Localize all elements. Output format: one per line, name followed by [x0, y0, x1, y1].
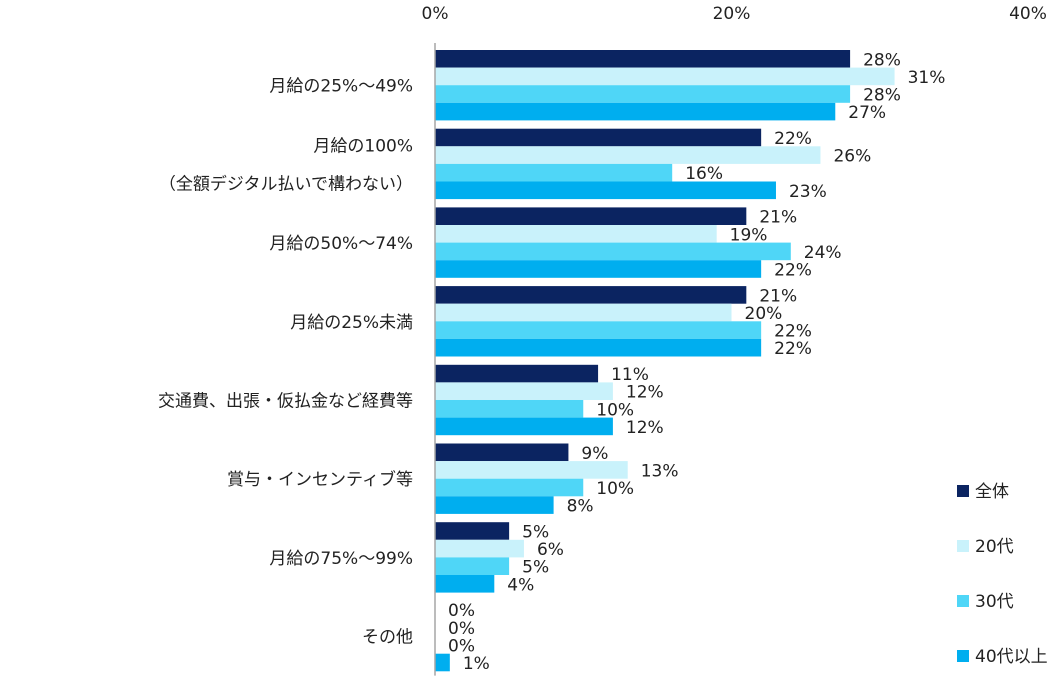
- bar: [435, 575, 495, 593]
- data-label: 8%: [567, 497, 594, 517]
- category-label: 賞与・インセンティブ等: [227, 469, 413, 490]
- category-labels: 月給の25%～49% 月給の100% （全額デジタル払いで構わない） 月給の50%～7…: [158, 77, 413, 648]
- legend-label: 40代以上: [975, 647, 1048, 667]
- bar: [435, 128, 762, 147]
- bar: [435, 207, 747, 225]
- data-label: 11%: [611, 365, 649, 385]
- bar: [435, 522, 510, 540]
- legend-swatch: [957, 650, 969, 662]
- data-label: 19%: [730, 225, 768, 245]
- bar: [435, 400, 584, 418]
- bar: [435, 85, 851, 103]
- x-axis-ticks: 0% 20% 40%: [422, 4, 1047, 24]
- data-label: 28%: [863, 86, 901, 106]
- data-label: 10%: [596, 400, 634, 420]
- bar: [435, 338, 762, 357]
- value-labels: 28%31%28%27%22%26%16%23%21%19%24%22%21%2…: [448, 50, 945, 674]
- data-label: 22%: [774, 129, 812, 149]
- data-label: 5%: [522, 558, 549, 578]
- data-label: 10%: [596, 479, 634, 499]
- data-label: 24%: [804, 243, 842, 263]
- bar: [435, 417, 613, 436]
- category-label: 月給の25%～49%: [269, 77, 413, 97]
- legend-label: 30代: [975, 592, 1014, 612]
- data-label: 12%: [626, 418, 664, 438]
- data-label: 23%: [789, 182, 827, 202]
- category-label: （全額デジタル払いで構わない）: [159, 173, 413, 194]
- data-label: 4%: [507, 575, 534, 595]
- bar: [435, 286, 747, 304]
- bar: [435, 539, 524, 558]
- bar: [435, 146, 821, 164]
- bar: [435, 461, 628, 479]
- bar: [435, 364, 599, 383]
- data-label: 21%: [759, 286, 797, 306]
- data-label: 1%: [463, 654, 490, 674]
- legend-label: 20代: [975, 537, 1014, 557]
- bar: [435, 321, 762, 339]
- data-label: 0%: [448, 601, 475, 621]
- bar: [435, 443, 569, 462]
- category-label: 月給の25%未満: [290, 313, 413, 333]
- legend-swatch: [957, 595, 969, 607]
- data-label: 9%: [581, 444, 608, 464]
- data-label: 22%: [774, 339, 812, 359]
- bar: [435, 50, 851, 68]
- data-label: 26%: [833, 147, 871, 167]
- bar: [435, 303, 732, 322]
- data-label: 22%: [774, 261, 812, 281]
- bar: [435, 478, 584, 497]
- data-label: 5%: [522, 523, 549, 543]
- bar: [435, 260, 762, 278]
- category-label: 月給の75%～99%: [269, 549, 413, 569]
- data-label: 13%: [641, 461, 679, 481]
- bar: [435, 163, 673, 182]
- bar: [435, 67, 895, 86]
- x-tick-label: 20%: [713, 4, 751, 24]
- bar: [435, 181, 776, 200]
- data-label: 12%: [626, 383, 664, 403]
- legend-swatch: [957, 540, 969, 552]
- data-label: 28%: [863, 50, 901, 70]
- legend-swatch: [957, 485, 969, 497]
- bar: [435, 557, 510, 575]
- bars: [435, 50, 895, 672]
- bar: [435, 382, 613, 400]
- data-label: 21%: [759, 208, 797, 228]
- legend: 全体 20代 30代 40代以上: [957, 482, 1048, 667]
- bar: [435, 242, 791, 261]
- category-label: 月給の100%: [313, 136, 413, 156]
- bar: [435, 653, 450, 672]
- data-label: 6%: [537, 540, 564, 560]
- data-label: 27%: [848, 103, 886, 123]
- data-label: 0%: [448, 636, 475, 656]
- bar: [435, 102, 836, 121]
- category-label: 月給の50%～74%: [269, 234, 413, 254]
- x-tick-label: 40%: [1009, 4, 1047, 24]
- category-label: 交通費、出張・仮払金など経費等: [158, 392, 413, 412]
- category-label: その他: [362, 628, 413, 648]
- bar: [435, 225, 717, 243]
- legend-label: 全体: [975, 482, 1009, 502]
- data-label: 20%: [745, 304, 783, 324]
- x-tick-label: 0%: [422, 4, 449, 24]
- data-label: 0%: [448, 619, 475, 639]
- data-label: 31%: [908, 68, 946, 88]
- data-label: 16%: [685, 164, 723, 184]
- data-label: 22%: [774, 322, 812, 342]
- bar: [435, 496, 554, 514]
